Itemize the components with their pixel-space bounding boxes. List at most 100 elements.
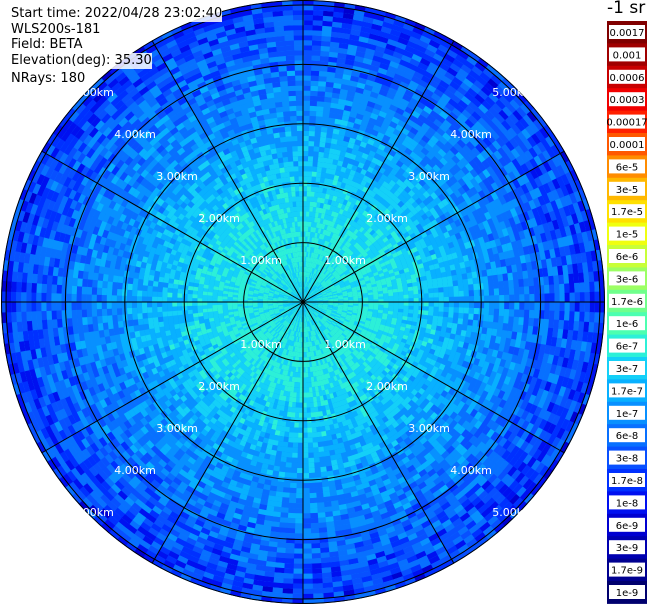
field-cell bbox=[284, 292, 290, 296]
field-cell bbox=[294, 295, 299, 299]
field-cell bbox=[303, 166, 309, 172]
field-cell bbox=[316, 307, 322, 311]
field-cell bbox=[295, 295, 300, 299]
field-cell bbox=[305, 306, 308, 312]
field-cell bbox=[288, 297, 294, 300]
field-cell bbox=[297, 221, 301, 227]
field-cell bbox=[322, 294, 328, 297]
field-cell bbox=[303, 292, 306, 298]
field-cell bbox=[299, 306, 302, 312]
field-cell bbox=[312, 298, 318, 301]
field-cell bbox=[283, 306, 289, 309]
field-cell bbox=[309, 320, 313, 326]
field-cell bbox=[299, 292, 302, 298]
field-cell bbox=[298, 236, 302, 242]
field-cell bbox=[282, 299, 288, 301]
field-cell bbox=[302, 297, 303, 302]
field-cell bbox=[304, 276, 306, 282]
field-cell bbox=[305, 316, 308, 322]
field-cell bbox=[312, 297, 318, 300]
field-cell bbox=[304, 311, 306, 317]
field-cell bbox=[314, 311, 319, 315]
field-cell bbox=[306, 282, 308, 288]
field-cell bbox=[300, 282, 302, 287]
field-cell bbox=[302, 302, 303, 307]
field-cell bbox=[288, 303, 293, 305]
field-cell bbox=[307, 432, 313, 438]
field-cell bbox=[305, 311, 308, 317]
field-cell bbox=[311, 427, 317, 433]
field-cell bbox=[299, 311, 302, 317]
field-cell bbox=[288, 318, 292, 323]
field-cell bbox=[280, 310, 286, 314]
field-cell bbox=[172, 305, 178, 312]
field-cell bbox=[301, 302, 303, 307]
field-cell bbox=[283, 297, 289, 300]
field-cell bbox=[286, 310, 292, 315]
field-cell bbox=[295, 305, 300, 310]
field-cell bbox=[288, 304, 294, 307]
field-cell bbox=[284, 315, 289, 321]
field-cell bbox=[317, 297, 323, 300]
field-cell bbox=[300, 287, 302, 293]
field-cell bbox=[307, 288, 311, 294]
field-cell bbox=[289, 286, 294, 291]
field-cell bbox=[293, 166, 299, 172]
field-cell bbox=[306, 305, 310, 310]
field-cell bbox=[312, 305, 318, 308]
field-cell bbox=[313, 287, 318, 292]
field-cell bbox=[290, 293, 295, 297]
field-cell bbox=[288, 296, 294, 299]
field-cell bbox=[296, 293, 301, 298]
field-cell bbox=[312, 286, 316, 291]
field-cell bbox=[321, 309, 327, 313]
field-cell bbox=[303, 191, 308, 197]
field-cell bbox=[428, 302, 434, 308]
field-cell bbox=[306, 294, 310, 299]
field-cell bbox=[306, 321, 309, 327]
field-cell bbox=[304, 362, 308, 368]
field-cell bbox=[294, 315, 297, 321]
field-cell bbox=[313, 288, 318, 292]
field-cell bbox=[293, 302, 299, 305]
field-cell bbox=[318, 302, 324, 304]
field-cell bbox=[322, 304, 328, 306]
field-cell bbox=[297, 306, 301, 311]
field-cell bbox=[303, 292, 305, 297]
field-cell bbox=[305, 292, 308, 298]
field-cell bbox=[296, 288, 300, 293]
field-cell bbox=[288, 166, 295, 172]
field-cell bbox=[306, 295, 311, 299]
field-cell bbox=[282, 313, 287, 317]
field-cell bbox=[303, 300, 308, 302]
field-cell bbox=[316, 316, 321, 321]
field-cell bbox=[293, 297, 299, 300]
field-cell bbox=[306, 294, 311, 299]
field-cell bbox=[308, 289, 313, 295]
field-cell bbox=[298, 302, 303, 303]
field-cell bbox=[314, 311, 319, 316]
field-cell bbox=[291, 308, 296, 312]
field-cell bbox=[287, 288, 292, 293]
field-cell bbox=[217, 304, 223, 308]
field-cell bbox=[319, 313, 324, 317]
field-cell bbox=[317, 283, 322, 289]
field-cell bbox=[237, 303, 243, 307]
field-cell bbox=[284, 293, 290, 297]
field-cell bbox=[323, 303, 329, 305]
field-cell bbox=[318, 285, 323, 290]
field-cell bbox=[296, 201, 300, 207]
field-cell bbox=[303, 317, 305, 323]
field-cell bbox=[295, 321, 298, 327]
field-cell bbox=[307, 299, 313, 302]
field-cell bbox=[293, 299, 299, 302]
field-cell bbox=[202, 298, 208, 302]
field-cell bbox=[280, 290, 286, 294]
field-cell bbox=[187, 305, 193, 311]
field-cell bbox=[303, 281, 305, 287]
field-cell bbox=[295, 310, 299, 316]
field-cell bbox=[296, 311, 300, 316]
field-cell bbox=[307, 297, 313, 300]
field-cell bbox=[311, 285, 316, 291]
